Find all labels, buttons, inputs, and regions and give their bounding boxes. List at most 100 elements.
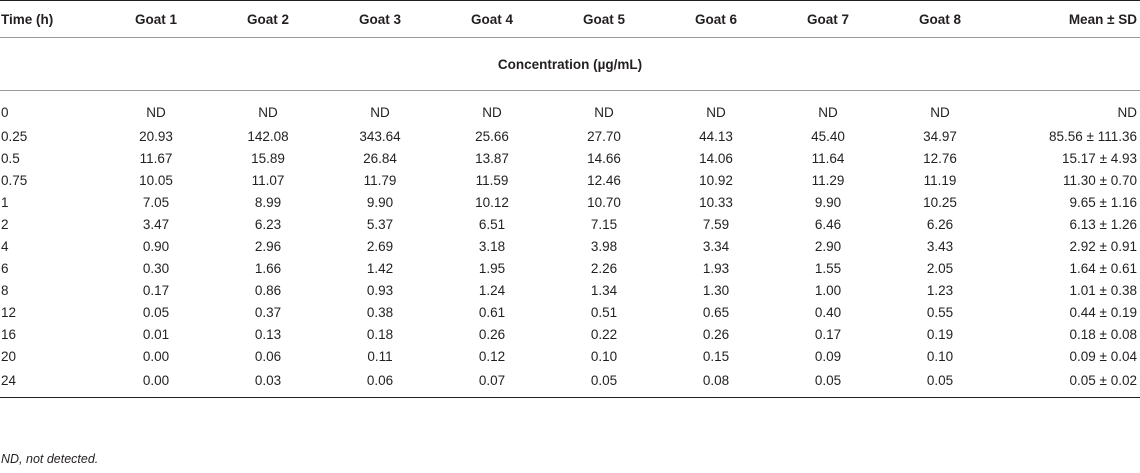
time-cell: 0.75 — [1, 172, 28, 188]
goat-6-cell: 1.93 — [702, 260, 730, 276]
mean-sd-cell: 2.92 ± 0.91 — [1069, 238, 1137, 254]
goat-6-cell: 7.59 — [702, 216, 730, 232]
time-cell: 24 — [0, 367, 100, 398]
goat-4-cell: 13.87 — [475, 150, 509, 166]
goat-3-cell: 0.06 — [324, 367, 436, 398]
goat-7-cell: 6.46 — [814, 216, 842, 232]
goat-3-cell: 26.84 — [363, 150, 397, 166]
goat-5-cell: 0.51 — [590, 304, 618, 320]
mean-sd-cell: 11.30 ± 0.70 — [1063, 172, 1137, 188]
goat-1-cell: 0.30 — [142, 260, 170, 276]
goat-4-cell: 1.95 — [478, 260, 506, 276]
mean-sd-cell: 6.13 ± 1.26 — [1069, 216, 1137, 232]
mean-sd-cell: 15.17 ± 4.93 — [1062, 150, 1137, 166]
goat-3-cell: 0.11 — [367, 348, 393, 364]
goat-6-cell: ND — [706, 104, 726, 120]
table-row: 2 3.47 6.23 5.37 6.51 7.15 7.59 6.46 6.26 6.13 ± … — [0, 213, 1140, 235]
goat-8-cell: 0.10 — [926, 348, 954, 364]
goat-8-cell: 34.97 — [923, 128, 957, 144]
time-cell: 16 — [1, 326, 17, 342]
subheader-row: Concentration (µg/mL) — [0, 37, 1140, 91]
goat-4-cell: 1.24 — [478, 282, 506, 298]
goat-6-cell: 0.15 — [702, 348, 730, 364]
time-cell: 1 — [1, 194, 9, 210]
goat-3-cell: 1.42 — [366, 260, 394, 276]
goat-6-cell: 14.06 — [699, 150, 733, 166]
goat-2-cell: 0.37 — [254, 304, 282, 320]
table-header: Time (h) Goat 1 Goat 2 Goat 3 Goat 4 Goa… — [0, 0, 1140, 91]
goat-1-cell: 3.47 — [142, 216, 170, 232]
time-cell: 0 — [1, 104, 9, 120]
goat-5-cell: 10.70 — [587, 194, 621, 210]
goat-1-cell: 0.05 — [142, 304, 170, 320]
goat-3-cell: 11.79 — [363, 172, 397, 188]
goat-8-cell: 10.25 — [923, 194, 957, 210]
column-header-goat-3: Goat 3 — [324, 0, 436, 38]
table-row: 0.75 10.05 11.07 11.79 11.59 12.46 10.92 11.29 1… — [0, 169, 1140, 191]
goat-6-cell: 0.08 — [660, 367, 772, 398]
mean-sd-cell: 0.18 ± 0.08 — [1069, 326, 1137, 342]
goat-1-cell: 0.90 — [142, 238, 170, 254]
goat-3-cell: 0.38 — [366, 304, 394, 320]
goat-4-cell: ND — [482, 104, 502, 120]
goat-8-cell: ND — [930, 104, 950, 120]
goat-1-cell: 0.00 — [100, 367, 212, 398]
goat-5-cell: 27.70 — [587, 128, 621, 144]
mean-sd-cell: 1.64 ± 0.61 — [1069, 260, 1137, 276]
goat-7-cell: 0.05 — [772, 367, 884, 398]
time-cell: 0.25 — [1, 128, 28, 144]
goat-2-cell: 2.96 — [254, 238, 282, 254]
goat-6-cell: 44.13 — [699, 128, 733, 144]
goat-1-cell: 7.05 — [142, 194, 170, 210]
goat-4-cell: 0.12 — [478, 348, 506, 364]
table-row: 20 0.00 0.06 0.11 0.12 0.10 0.15 0.09 0.10 0.09 ±… — [0, 345, 1140, 367]
goat-8-cell: 3.43 — [926, 238, 954, 254]
table-row: 8 0.17 0.86 0.93 1.24 1.34 1.30 1.00 1.23 1.01 ± … — [0, 279, 1140, 301]
goat-4-cell: 0.61 — [478, 304, 506, 320]
goat-3-cell: 9.90 — [366, 194, 394, 210]
goat-4-cell: 11.59 — [475, 172, 509, 188]
goat-7-cell: 45.40 — [811, 128, 845, 144]
goat-5-cell: 12.46 — [587, 172, 621, 188]
table-row: 12 0.05 0.37 0.38 0.61 0.51 0.65 0.40 0.55 0.44 ±… — [0, 301, 1140, 323]
goat-6-cell: 0.26 — [702, 326, 730, 342]
goat-7-cell: 9.90 — [814, 194, 842, 210]
table-row: 16 0.01 0.13 0.18 0.26 0.22 0.26 0.17 0.19 0.18 ±… — [0, 323, 1140, 345]
goat-3-cell: 0.18 — [366, 326, 394, 342]
goat-6-cell: 0.65 — [702, 304, 730, 320]
goat-5-cell: 3.98 — [590, 238, 618, 254]
goat-3-cell: ND — [370, 104, 390, 120]
goat-8-cell: 0.55 — [926, 304, 954, 320]
goat-2-cell: 0.06 — [254, 348, 282, 364]
goat-8-cell: 6.26 — [926, 216, 954, 232]
goat-2-cell: 8.99 — [254, 194, 282, 210]
time-cell: 6 — [1, 260, 9, 276]
table-row: 4 0.90 2.96 2.69 3.18 3.98 3.34 2.90 3.43 2.92 ± … — [0, 235, 1140, 257]
time-cell: 20 — [1, 348, 17, 364]
goat-3-cell: 343.64 — [359, 128, 401, 144]
goat-4-cell: 25.66 — [475, 128, 509, 144]
goat-8-cell: 0.05 — [884, 367, 996, 398]
column-header-row: Time (h) Goat 1 Goat 2 Goat 3 Goat 4 Goa… — [0, 0, 1140, 38]
mean-sd-cell: 0.09 ± 0.04 — [1069, 348, 1137, 364]
goat-1-cell: 0.01 — [142, 326, 170, 342]
goat-8-cell: 11.19 — [923, 172, 957, 188]
goat-5-cell: 0.10 — [590, 348, 618, 364]
goat-2-cell: 11.07 — [251, 172, 285, 188]
table-footnote: ND, not detected. — [1, 452, 99, 466]
goat-6-cell: 10.33 — [699, 194, 733, 210]
goat-2-cell: 0.86 — [254, 282, 282, 298]
table-row: 0.25 20.93 142.08 343.64 25.66 27.70 44.13 45.4… — [0, 125, 1140, 147]
time-cell: 4 — [1, 238, 9, 254]
goat-1-cell: ND — [146, 104, 166, 120]
goat-1-cell: 0.17 — [142, 282, 170, 298]
time-cell: 0.5 — [1, 150, 20, 166]
goat-4-cell: 6.51 — [478, 216, 506, 232]
column-header-mean-sd: Mean ± SD — [996, 0, 1140, 38]
goat-8-cell: 2.05 — [926, 260, 954, 276]
table-body: 0 ND ND ND ND ND ND ND ND ND 0.25 20.93 142.08 343.64… — [0, 91, 1140, 398]
goat-7-cell: 0.40 — [814, 304, 842, 320]
goat-2-cell: 0.13 — [254, 326, 282, 342]
goat-3-cell: 2.69 — [366, 238, 394, 254]
goat-1-cell: 10.05 — [139, 172, 173, 188]
